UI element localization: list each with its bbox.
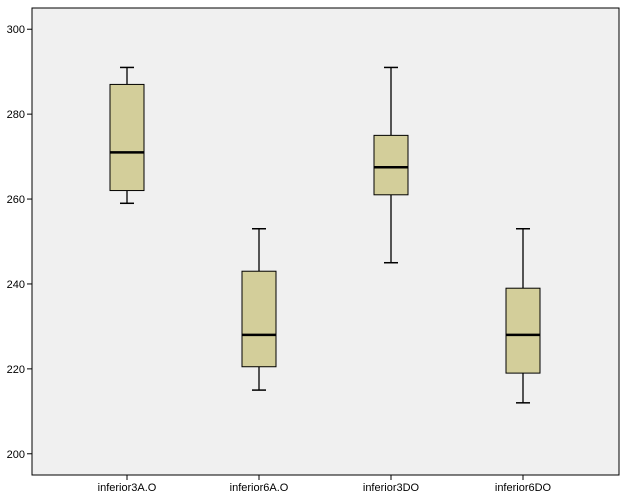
x-tick-label: inferior6A.O [230, 482, 289, 494]
boxes-group [109, 66, 541, 404]
y-tick-label: 260 [7, 194, 25, 206]
box-iqr [505, 287, 541, 374]
box-inferior3DO [373, 66, 409, 264]
x-axis: inferior3A.O inferior6A.O inferior3DO infer… [98, 475, 552, 494]
x-tick-label: inferior6DO [495, 482, 552, 494]
y-tick-label: 220 [7, 364, 25, 376]
y-tick-label: 280 [7, 109, 25, 121]
box-inferior6A.O [241, 228, 277, 391]
box-iqr [109, 83, 145, 192]
box-iqr [241, 270, 277, 368]
x-tick-label: inferior3DO [363, 482, 420, 494]
x-tick-label: inferior3A.O [98, 482, 157, 494]
box-inferior6DO [505, 228, 541, 404]
y-tick-label: 240 [7, 279, 25, 291]
box-iqr [373, 134, 409, 196]
y-tick-label: 300 [7, 24, 25, 36]
plot-area [31, 7, 620, 476]
box-inferior3A.O [109, 66, 145, 205]
y-tick-label: 200 [7, 449, 25, 461]
y-axis: 200 220 240 260 280 300 [7, 24, 32, 461]
